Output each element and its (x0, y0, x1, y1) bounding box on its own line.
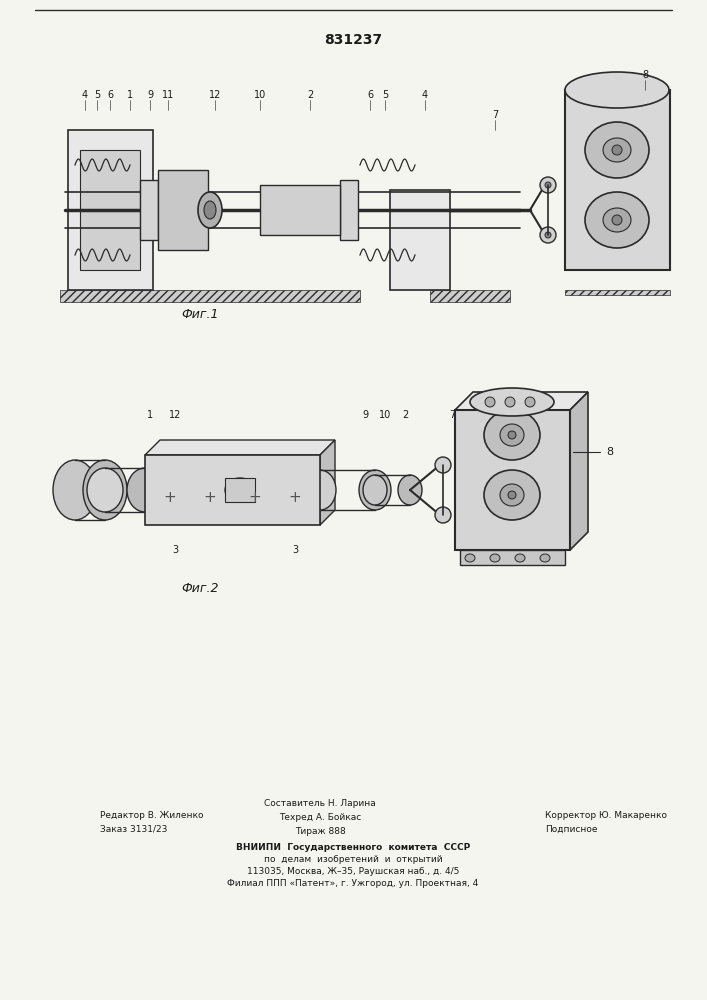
Bar (140, 180, 158, 240)
Text: 3: 3 (292, 545, 298, 555)
Bar (455, 410, 570, 550)
Text: 12: 12 (209, 90, 221, 100)
Bar (565, 290, 670, 295)
Polygon shape (570, 392, 588, 550)
Text: 9: 9 (362, 410, 368, 420)
Ellipse shape (304, 470, 336, 510)
Text: ВНИИПИ  Государственного  комитета  СССР: ВНИИПИ Государственного комитета СССР (236, 843, 470, 852)
Ellipse shape (545, 232, 551, 238)
Ellipse shape (484, 470, 540, 520)
Text: Составитель Н. Ларина: Составитель Н. Ларина (264, 799, 376, 808)
Text: 4: 4 (82, 90, 88, 100)
Ellipse shape (500, 424, 524, 446)
Bar (260, 185, 340, 235)
Ellipse shape (225, 478, 255, 502)
Text: 10: 10 (254, 90, 266, 100)
Text: Корректор Ю. Макаренко: Корректор Ю. Макаренко (545, 811, 667, 820)
Text: 1: 1 (147, 410, 153, 420)
Text: 8: 8 (642, 70, 648, 80)
Ellipse shape (545, 182, 551, 188)
Ellipse shape (470, 388, 554, 416)
Text: 12: 12 (169, 410, 181, 420)
Bar (145, 455, 320, 525)
Ellipse shape (435, 507, 451, 523)
Polygon shape (320, 440, 335, 525)
Bar (158, 170, 208, 250)
Ellipse shape (83, 460, 127, 520)
Ellipse shape (612, 215, 622, 225)
Bar (68, 130, 153, 290)
Text: 7: 7 (492, 110, 498, 120)
Ellipse shape (612, 145, 622, 155)
Ellipse shape (53, 460, 97, 520)
Text: 1: 1 (127, 90, 133, 100)
Text: 2: 2 (402, 410, 408, 420)
Ellipse shape (540, 177, 556, 193)
Text: 113035, Москва, Ж–35, Раушская наб., д. 4/5: 113035, Москва, Ж–35, Раушская наб., д. … (247, 867, 459, 876)
Ellipse shape (603, 208, 631, 232)
Text: 4: 4 (422, 90, 428, 100)
Text: 6: 6 (367, 90, 373, 100)
Text: Техред А. Бойкас: Техред А. Бойкас (279, 813, 361, 822)
Ellipse shape (363, 475, 387, 505)
Text: Фиг.2: Фиг.2 (181, 582, 218, 594)
Bar (390, 190, 450, 290)
Ellipse shape (585, 122, 649, 178)
Ellipse shape (585, 192, 649, 248)
Bar (460, 550, 565, 565)
Text: Тираж 888: Тираж 888 (295, 827, 346, 836)
Ellipse shape (359, 470, 391, 510)
Bar (430, 290, 510, 302)
Ellipse shape (198, 192, 222, 228)
Text: 10: 10 (379, 410, 391, 420)
Text: 6: 6 (107, 90, 113, 100)
Ellipse shape (87, 468, 123, 512)
Ellipse shape (465, 554, 475, 562)
Polygon shape (455, 392, 588, 410)
Text: Подписное: Подписное (545, 825, 597, 834)
Ellipse shape (233, 484, 247, 496)
Ellipse shape (485, 397, 495, 407)
Text: 831237: 831237 (324, 33, 382, 47)
Ellipse shape (398, 475, 422, 505)
Ellipse shape (508, 431, 516, 439)
Text: Филиал ППП «Патент», г. Ужгород, ул. Проектная, 4: Филиал ППП «Патент», г. Ужгород, ул. Про… (228, 879, 479, 888)
Text: Фиг.1: Фиг.1 (181, 308, 218, 322)
Bar (565, 90, 670, 270)
Text: 9: 9 (147, 90, 153, 100)
Ellipse shape (540, 227, 556, 243)
Ellipse shape (500, 484, 524, 506)
Bar (225, 478, 255, 502)
Bar (340, 180, 358, 240)
Ellipse shape (490, 554, 500, 562)
Ellipse shape (435, 457, 451, 473)
Text: Редактор В. Жиленко: Редактор В. Жиленко (100, 811, 204, 820)
Ellipse shape (540, 554, 550, 562)
Bar (80, 150, 140, 270)
Text: 2: 2 (307, 90, 313, 100)
Ellipse shape (565, 72, 669, 108)
Ellipse shape (515, 554, 525, 562)
Ellipse shape (127, 468, 163, 512)
Text: 5: 5 (382, 90, 388, 100)
Ellipse shape (204, 201, 216, 219)
Text: 8: 8 (607, 447, 614, 457)
Ellipse shape (505, 397, 515, 407)
Text: +: + (288, 490, 301, 506)
Text: 11: 11 (162, 90, 174, 100)
Text: 3: 3 (172, 545, 178, 555)
Text: по  делам  изобретений  и  открытий: по делам изобретений и открытий (264, 855, 443, 864)
Ellipse shape (484, 410, 540, 460)
Ellipse shape (508, 491, 516, 499)
Text: 5: 5 (94, 90, 100, 100)
Text: +: + (163, 490, 176, 506)
Text: 7: 7 (449, 410, 455, 420)
Bar (60, 290, 360, 302)
Polygon shape (145, 440, 335, 455)
Text: +: + (204, 490, 216, 506)
Text: Заказ 3131/23: Заказ 3131/23 (100, 825, 168, 834)
Ellipse shape (525, 397, 535, 407)
Ellipse shape (603, 138, 631, 162)
Text: +: + (249, 490, 262, 506)
